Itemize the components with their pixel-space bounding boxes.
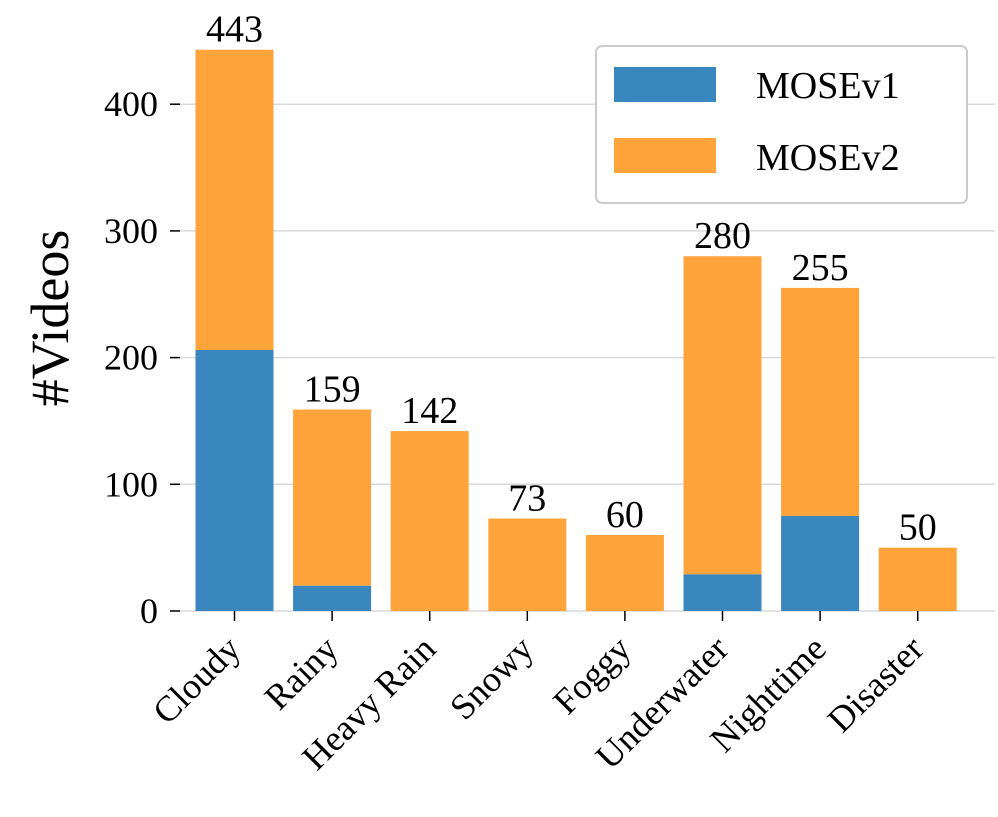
x-tick-label-cloudy: Cloudy bbox=[145, 628, 248, 731]
bar-mosev1-underwater bbox=[683, 574, 762, 611]
bar-total-label-underwater: 280 bbox=[694, 215, 751, 257]
bar-total-label-foggy: 60 bbox=[606, 494, 644, 536]
legend-label-mosev2: MOSEv2 bbox=[756, 137, 900, 179]
x-tick-label-foggy: Foggy bbox=[545, 628, 638, 721]
bar-mosev2-foggy bbox=[585, 534, 664, 611]
bar-mosev2-rainy bbox=[293, 409, 372, 586]
y-tick-label-0: 0 bbox=[140, 591, 158, 631]
bar-total-label-disaster: 50 bbox=[899, 507, 937, 549]
y-tick-label-200: 200 bbox=[104, 338, 158, 378]
bar-mosev2-snowy bbox=[488, 518, 567, 611]
bar-mosev2-underwater bbox=[683, 256, 762, 575]
bar-total-label-cloudy: 443 bbox=[206, 9, 263, 51]
legend-label-mosev1: MOSEv1 bbox=[756, 65, 900, 107]
bar-total-label-rainy: 159 bbox=[304, 369, 361, 411]
y-tick-label-300: 300 bbox=[104, 211, 158, 251]
bar-total-label-heavy-rain: 142 bbox=[401, 390, 458, 432]
bar-mosev2-heavy-rain bbox=[390, 431, 469, 611]
bars bbox=[195, 49, 957, 611]
y-tick-label-100: 100 bbox=[104, 464, 158, 504]
bar-mosev2-nighttime bbox=[781, 287, 860, 516]
legend: MOSEv1 MOSEv2 bbox=[595, 45, 968, 204]
x-tick-label-disaster: Disaster bbox=[820, 628, 932, 740]
bar-mosev1-cloudy bbox=[195, 349, 274, 611]
bar-mosev2-disaster bbox=[878, 547, 957, 611]
bar-mosev1-nighttime bbox=[781, 515, 860, 611]
y-axis-label: #Videos bbox=[20, 230, 80, 407]
y-tick-label-400: 400 bbox=[104, 84, 158, 124]
bar-mosev1-rainy bbox=[293, 585, 372, 611]
bar-total-labels: 443 159 142 73 60 280 255 50 bbox=[206, 9, 937, 549]
x-tick-label-rainy: Rainy bbox=[257, 628, 346, 717]
bar-total-label-snowy: 73 bbox=[508, 478, 546, 520]
bar-total-label-nighttime: 255 bbox=[792, 247, 849, 289]
x-tick-label-snowy: Snowy bbox=[442, 628, 541, 727]
legend-swatch-mosev1 bbox=[614, 67, 716, 102]
legend-swatch-mosev2 bbox=[614, 138, 716, 173]
bar-mosev2-cloudy bbox=[195, 49, 274, 350]
